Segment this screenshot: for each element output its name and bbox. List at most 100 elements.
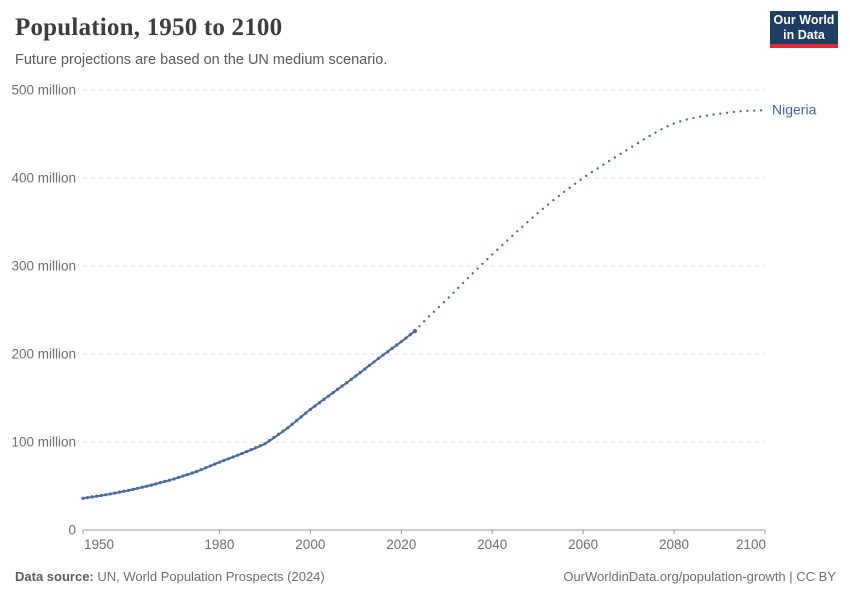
data-point (204, 466, 208, 470)
x-axis-tick-label: 2060 (568, 537, 598, 552)
x-axis-tick-label: 1980 (204, 537, 234, 552)
data-point (158, 481, 162, 485)
data-point (181, 474, 185, 478)
data-point (126, 488, 131, 492)
data-point (190, 471, 194, 475)
data-point (85, 496, 90, 500)
data-point (376, 356, 381, 360)
y-axis-tick-label: 300 million (11, 259, 76, 274)
data-source-label: Data source: (15, 569, 94, 584)
data-point (81, 496, 85, 500)
data-point (231, 455, 235, 459)
series-end-label: Nigeria (772, 102, 817, 118)
logo-line1: Our World (773, 12, 835, 27)
data-point (140, 485, 144, 489)
y-axis-tick-label: 200 million (11, 347, 76, 362)
data-point (226, 457, 231, 461)
data-point (263, 442, 267, 446)
data-point (299, 415, 303, 419)
x-axis-tick-label: 2080 (659, 537, 689, 552)
data-point (213, 462, 217, 466)
data-point (108, 492, 112, 496)
data-point (367, 363, 372, 368)
data-point (295, 418, 299, 423)
data-point (304, 411, 308, 415)
data-point (336, 387, 340, 391)
y-axis-tick-label: 0 (68, 523, 76, 538)
data-point (235, 453, 240, 457)
data-point (358, 370, 362, 375)
data-point (176, 475, 181, 480)
data-point (104, 493, 108, 497)
data-point (154, 482, 158, 486)
data-point (245, 449, 249, 454)
data-point (185, 472, 190, 477)
x-axis-tick-label: 2040 (477, 537, 507, 552)
data-point (317, 401, 322, 405)
history-line (82, 330, 416, 500)
chart-title: Population, 1950 to 2100 (15, 14, 283, 41)
data-point (267, 438, 272, 443)
data-point (195, 469, 199, 474)
y-axis-tick-label: 400 million (11, 171, 76, 186)
logo-line2: in Data (783, 27, 825, 42)
chart-subtitle: Future projections are based on the UN m… (15, 52, 388, 68)
data-point (363, 367, 367, 371)
data-point (286, 426, 290, 430)
data-point (122, 489, 126, 493)
data-point (217, 460, 221, 464)
data-point (258, 444, 262, 448)
data-source-text: UN, World Population Prospects (2024) (97, 569, 325, 584)
data-point (399, 340, 403, 344)
data-point (340, 384, 344, 388)
y-axis-tick-label: 100 million (11, 435, 76, 450)
data-point (131, 487, 135, 491)
x-axis-tick-label: 1950 (84, 537, 114, 552)
data-point (322, 397, 326, 402)
footer-link[interactable]: OurWorldinData.org/population-growth | C… (563, 569, 836, 584)
data-point (408, 333, 412, 337)
data-point (308, 407, 312, 412)
data-point (390, 346, 394, 350)
data-source: Data source: UN, World Population Prospe… (15, 569, 325, 584)
data-point (167, 478, 171, 482)
data-point (281, 429, 285, 433)
data-point (345, 381, 349, 385)
data-point (199, 468, 203, 472)
x-axis-tick-label: 2000 (295, 537, 325, 552)
projection-line (413, 109, 767, 333)
data-point (90, 495, 94, 499)
data-point (240, 451, 244, 456)
data-point (254, 446, 258, 450)
data-point (135, 486, 140, 490)
data-point (208, 464, 212, 468)
data-point (326, 394, 331, 398)
data-point (172, 477, 176, 481)
data-point (313, 404, 317, 408)
data-point (404, 336, 408, 340)
data-point (331, 391, 335, 395)
data-point (276, 432, 281, 436)
data-point (381, 353, 385, 357)
data-point (117, 490, 121, 494)
data-point (163, 479, 167, 484)
x-axis-tick-label: 2100 (736, 537, 766, 552)
data-point (249, 447, 253, 452)
data-point (290, 422, 294, 426)
data-point (95, 494, 99, 498)
data-point (222, 458, 226, 463)
data-point (149, 483, 153, 487)
data-point (349, 377, 353, 381)
data-point (113, 491, 117, 495)
owid-logo[interactable]: Our World in Data (770, 11, 838, 48)
data-point (386, 350, 390, 354)
data-point (354, 374, 358, 378)
data-point (99, 493, 103, 498)
data-point (372, 360, 376, 364)
data-point (272, 435, 276, 440)
data-point (145, 484, 149, 488)
y-axis-tick-label: 500 million (11, 83, 76, 98)
data-point (395, 343, 399, 347)
